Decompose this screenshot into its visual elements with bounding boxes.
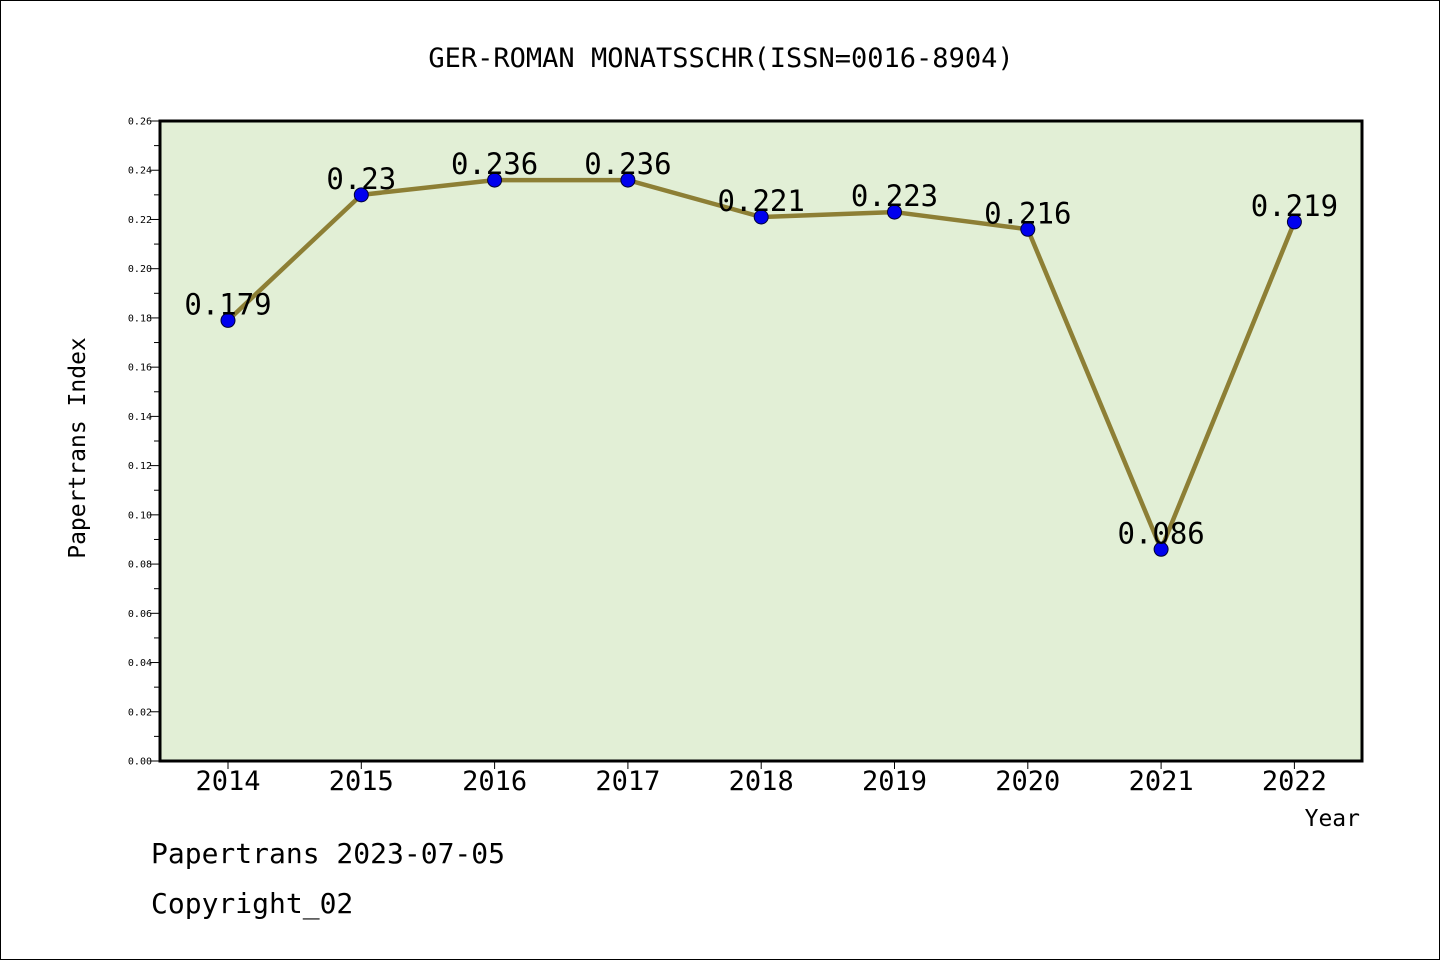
data-label: 0.221 (718, 184, 805, 218)
data-label: 0.179 (184, 287, 271, 321)
data-label: 0.086 (1117, 516, 1204, 550)
data-point (1153, 541, 1169, 557)
data-point (753, 209, 769, 225)
data-label: 0.219 (1251, 189, 1338, 223)
x-tick-label: 2018 (729, 766, 794, 797)
x-tick-label: 2015 (329, 766, 394, 797)
data-label: 0.23 (326, 162, 396, 196)
y-tick-label: 0.00 (128, 757, 152, 768)
x-tick-label: 2017 (595, 766, 660, 797)
data-point (620, 172, 636, 188)
data-point (353, 187, 369, 203)
y-tick-label: 0.02 (128, 707, 152, 718)
y-tick-label: 0.16 (128, 363, 152, 374)
y-tick-label: 0.14 (128, 412, 152, 423)
x-axis-label: Year (1305, 806, 1360, 832)
y-axis-label: Papertrans Index (65, 337, 91, 559)
plot-area (160, 121, 1362, 761)
x-tick-label: 2020 (995, 766, 1060, 797)
y-tick-label: 0.04 (128, 658, 152, 669)
x-tick-label: 2021 (1129, 766, 1194, 797)
footer-copyright-text: Copyright_02 (151, 887, 354, 920)
data-label: 0.216 (984, 196, 1071, 230)
y-tick-label: 0.06 (128, 609, 152, 620)
data-label: 0.236 (451, 147, 538, 181)
plot-border (158, 119, 1364, 763)
data-label: 0.236 (584, 147, 671, 181)
y-tick-label: 0.10 (128, 510, 152, 521)
x-tick-label: 2022 (1262, 766, 1327, 797)
data-point (1020, 221, 1036, 237)
x-tick-label: 2016 (462, 766, 527, 797)
y-tick-label: 0.22 (128, 215, 152, 226)
data-point (220, 312, 236, 328)
data-label: 0.223 (851, 179, 938, 213)
x-tick-label: 2019 (862, 766, 927, 797)
y-tick-label: 0.12 (128, 461, 152, 472)
footer-date-text: Papertrans 2023-07-05 (151, 837, 506, 870)
x-tick-label: 2014 (195, 766, 260, 797)
y-tick-label: 0.24 (128, 166, 152, 177)
y-tick-label: 0.20 (128, 264, 152, 275)
y-tick-label: 0.26 (128, 117, 152, 128)
data-point (487, 172, 503, 188)
y-tick-label: 0.18 (128, 313, 152, 324)
data-point (887, 204, 902, 220)
chart-title: GER-ROMAN MONATSSCHR(ISSN=0016-8904) (428, 43, 1013, 74)
data-point (1286, 214, 1302, 230)
y-tick-label: 0.08 (128, 560, 152, 571)
